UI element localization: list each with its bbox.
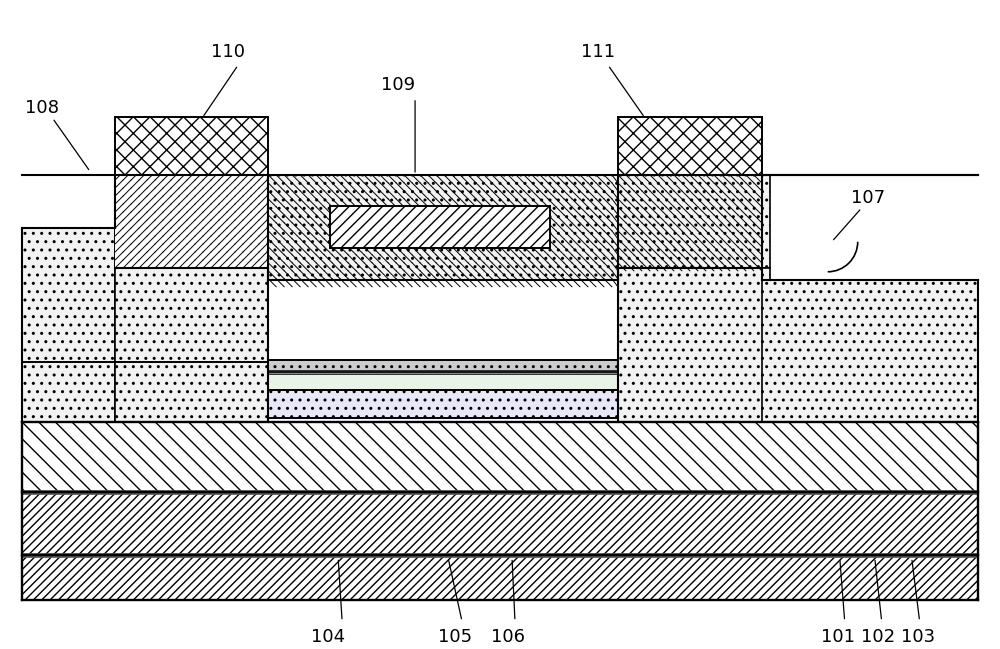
Bar [22,491,978,554]
Bar [330,206,550,248]
Bar [762,280,978,422]
Text: 109: 109 [381,76,415,94]
Text: 107: 107 [851,189,885,207]
Bar [268,372,618,389]
Text: 106: 106 [491,628,525,646]
Bar [22,489,978,494]
Bar [268,389,618,418]
Bar [115,268,268,422]
Bar [268,360,618,372]
Text: 108: 108 [25,99,59,117]
Bar [115,175,268,268]
Bar [115,175,268,268]
Bar [618,175,770,268]
Bar [22,228,115,422]
Text: 105: 105 [438,628,472,646]
Bar [618,117,762,175]
Bar [22,554,978,600]
Bar [22,552,978,557]
Bar [115,175,268,268]
Text: 104: 104 [311,628,345,646]
Text: 111: 111 [581,43,615,61]
Bar [115,117,268,175]
Bar [618,268,770,422]
Bar [268,175,618,280]
Text: 103: 103 [901,628,935,646]
Text: 101: 101 [821,628,855,646]
Text: 102: 102 [861,628,895,646]
Text: 110: 110 [211,43,245,61]
Bar [22,422,978,491]
Bar [268,370,618,374]
